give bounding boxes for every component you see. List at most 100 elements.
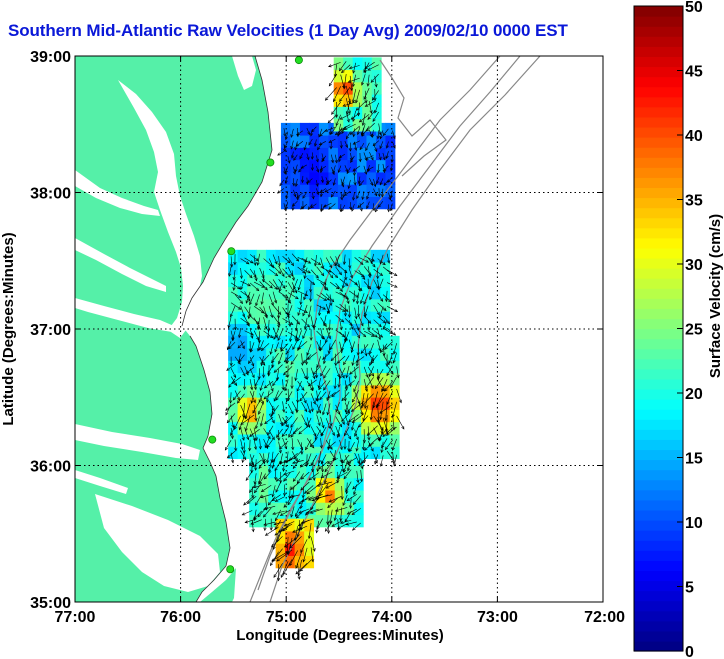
velocity-cell	[268, 465, 279, 479]
velocity-cell	[275, 323, 286, 337]
velocity-vector	[323, 380, 331, 391]
velocity-vector-head	[322, 360, 326, 365]
velocity-vector-head	[305, 376, 309, 381]
velocity-cell	[247, 409, 258, 423]
velocity-cell	[247, 446, 258, 460]
velocity-vector-head	[309, 337, 313, 341]
velocity-cell	[333, 94, 344, 107]
velocity-vector	[354, 329, 360, 339]
colorbar-step	[634, 368, 683, 380]
velocity-vector-head	[393, 272, 398, 276]
velocity-vector-head	[349, 371, 353, 375]
velocity-vector-head	[324, 97, 329, 101]
velocity-vector	[306, 484, 319, 495]
velocity-vector-head	[350, 87, 354, 92]
bays-and-sounds	[75, 56, 256, 592]
colorbar-step	[634, 489, 683, 501]
velocity-cell	[287, 477, 298, 491]
velocity-cell	[266, 335, 277, 349]
velocity-vector	[286, 536, 289, 555]
velocity-vector	[320, 282, 329, 291]
velocity-vector-head	[254, 383, 258, 387]
velocity-vector	[330, 127, 336, 135]
velocity-vector-head	[285, 295, 289, 299]
velocity-vector	[314, 139, 317, 147]
velocity-cell	[351, 372, 362, 386]
velocity-vector	[382, 294, 392, 303]
velocity-cell	[256, 360, 267, 374]
velocity-vector-head	[346, 497, 351, 501]
velocity-vector	[335, 154, 338, 163]
velocity-vector-head	[230, 264, 234, 268]
velocity-vector-head	[361, 446, 366, 451]
velocity-vector	[258, 391, 264, 403]
velocity-vector-head	[325, 180, 329, 184]
velocity-vector	[345, 481, 352, 492]
velocity-vector-head	[295, 409, 299, 414]
velocity-vector	[351, 417, 355, 431]
velocity-vector-head	[351, 83, 356, 88]
velocity-vector-head	[364, 388, 368, 393]
velocity-vector-head	[290, 514, 294, 518]
velocity-cell	[380, 335, 391, 349]
velocity-vector-head	[367, 327, 371, 331]
velocity-vector	[319, 166, 327, 171]
velocity-vector	[325, 327, 331, 339]
velocity-vector	[367, 266, 371, 278]
velocity-vector	[261, 354, 270, 364]
velocity-vector-head	[336, 374, 340, 378]
velocity-vector-head	[330, 274, 334, 279]
velocity-vector	[300, 293, 302, 305]
velocity-vector-head	[321, 469, 325, 473]
velocity-vector	[372, 129, 374, 138]
velocity-vector-head	[295, 143, 300, 147]
colorbar-step	[634, 388, 683, 400]
velocity-vector	[244, 306, 252, 317]
velocity-vector	[263, 505, 276, 510]
velocity-cell	[275, 298, 286, 312]
velocity-cell	[290, 172, 301, 185]
velocity-vector-head	[270, 388, 274, 392]
velocity-vector	[310, 203, 317, 209]
velocity-vector-head	[307, 179, 311, 184]
velocity-vector	[354, 452, 360, 464]
colorbar-step	[634, 157, 683, 168]
colorbar-step	[634, 308, 683, 320]
velocity-vector	[296, 401, 298, 413]
velocity-cell	[228, 311, 239, 324]
velocity-cell	[237, 434, 248, 447]
velocity-vector-head	[271, 558, 275, 562]
velocity-vector	[228, 266, 232, 277]
velocity-cell	[296, 477, 307, 491]
velocity-vector-head	[355, 107, 360, 111]
velocity-vector	[348, 268, 353, 279]
velocity-cell	[237, 262, 248, 275]
velocity-vector-head	[311, 468, 315, 473]
velocity-vector	[290, 417, 298, 428]
velocity-cell	[351, 286, 362, 300]
velocity-vector	[348, 339, 353, 350]
velocity-vector-head	[361, 122, 365, 126]
velocity-vector	[316, 266, 325, 276]
velocity-vector-head	[345, 135, 349, 140]
velocity-vector-head	[300, 476, 305, 480]
velocity-cell	[275, 409, 286, 423]
velocity-vector-head	[251, 528, 255, 533]
velocity-vector	[366, 122, 375, 132]
velocity-vector	[325, 521, 333, 532]
velocity-vector	[240, 305, 245, 317]
velocity-cell	[370, 360, 381, 374]
velocity-vector	[274, 342, 279, 353]
velocity-vector-head	[231, 380, 236, 384]
velocity-vector-head	[299, 301, 303, 306]
velocity-vector-head	[309, 443, 314, 448]
velocity-vector	[258, 473, 266, 485]
colorbar-step	[634, 439, 683, 451]
velocity-vector-head	[370, 385, 374, 390]
velocity-vector-head	[367, 437, 371, 441]
velocity-vector	[287, 266, 293, 277]
velocity-vector-head	[369, 416, 373, 421]
velocity-cell	[380, 397, 391, 410]
velocity-cell	[375, 159, 386, 173]
velocity-vector	[358, 256, 369, 263]
